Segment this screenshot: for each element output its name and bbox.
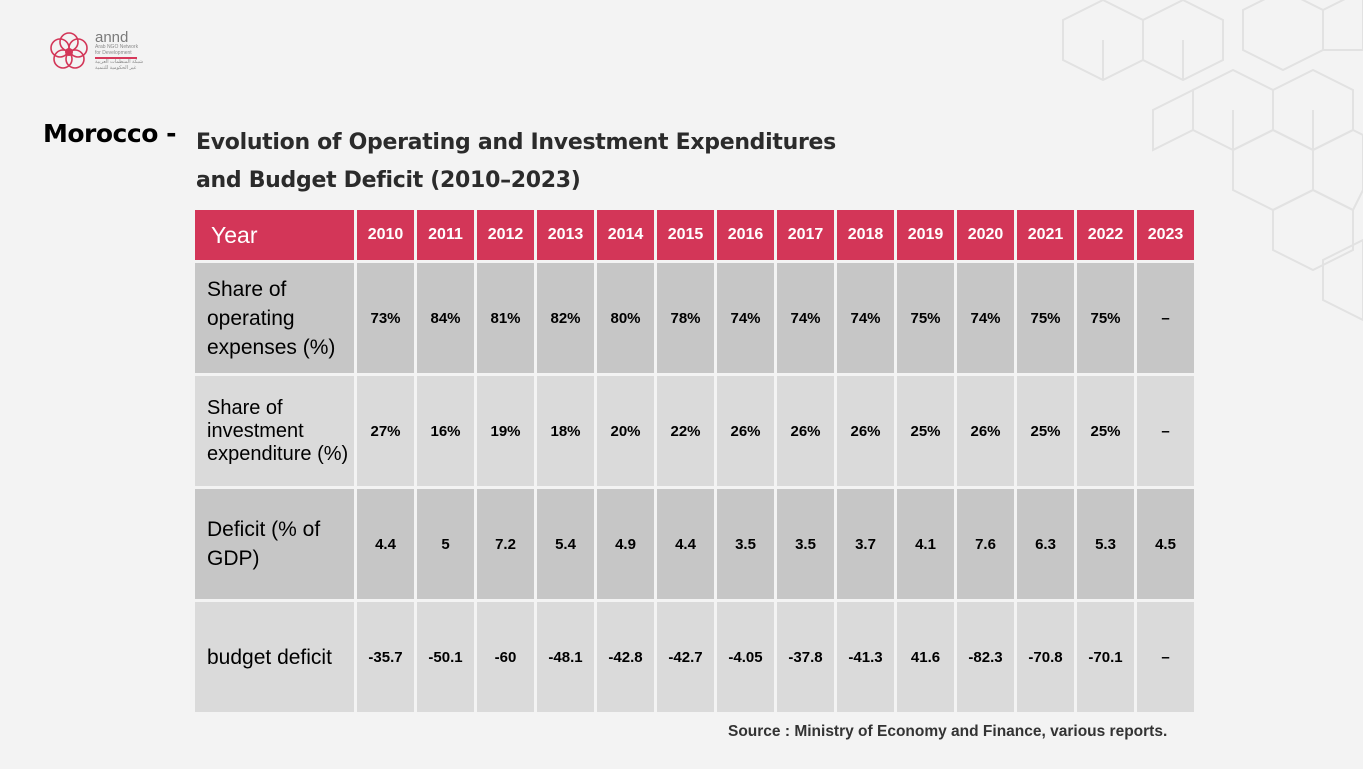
- table-cell: -35.7: [357, 602, 414, 715]
- table-cell: 74%: [777, 263, 834, 376]
- title-line-2: and Budget Deficit (2010–2023): [196, 168, 581, 193]
- brand-arabic-2: غير الحكومية للتنمية: [95, 64, 137, 71]
- table-cell: 7.6: [957, 489, 1014, 602]
- table-cell: -37.8: [777, 602, 834, 715]
- table-cell: 78%: [657, 263, 714, 376]
- brand-name: annd: [95, 29, 129, 46]
- row-label: Share of investment expenditure (%): [195, 376, 354, 489]
- title-line-1: Evolution of Operating and Investment Ex…: [196, 130, 836, 155]
- table-cell: -70.1: [1077, 602, 1134, 715]
- header-year: 2012: [477, 210, 534, 263]
- table-row-operating-expenses: Share of operating expenses (%) 73% 84% …: [195, 263, 1194, 376]
- table-cell: 25%: [897, 376, 954, 489]
- table-cell: 5.3: [1077, 489, 1134, 602]
- table-cell: 3.7: [837, 489, 894, 602]
- table-cell: 6.3: [1017, 489, 1074, 602]
- header-year: 2014: [597, 210, 654, 263]
- source-note: Source : Ministry of Economy and Finance…: [728, 723, 1168, 740]
- header-year: 2010: [357, 210, 414, 263]
- table-cell: 25%: [1017, 376, 1074, 489]
- table-cell: –: [1137, 376, 1194, 489]
- brand-divider: [95, 57, 137, 59]
- header-year: 2013: [537, 210, 594, 263]
- header-year: 2020: [957, 210, 1014, 263]
- table-row-budget-deficit: budget deficit -35.7 -50.1 -60 -48.1 -42…: [195, 602, 1194, 715]
- page-title: Evolution of Operating and Investment Ex…: [196, 124, 836, 200]
- header-year-label: Year: [195, 210, 354, 263]
- table-cell: 74%: [717, 263, 774, 376]
- table-cell: 74%: [837, 263, 894, 376]
- header-year: 2023: [1137, 210, 1194, 263]
- table-cell: 5.4: [537, 489, 594, 602]
- table-cell: 75%: [1077, 263, 1134, 376]
- table-cell: -42.8: [597, 602, 654, 715]
- table-cell: 84%: [417, 263, 474, 376]
- table-cell: 75%: [897, 263, 954, 376]
- header-year: 2017: [777, 210, 834, 263]
- table-cell: -82.3: [957, 602, 1014, 715]
- table-cell: -42.7: [657, 602, 714, 715]
- table-cell: -4.05: [717, 602, 774, 715]
- table-cell: 4.5: [1137, 489, 1194, 602]
- table-row-deficit-gdp: Deficit (% of GDP) 4.4 5 7.2 5.4 4.9 4.4…: [195, 489, 1194, 602]
- row-label: Share of operating expenses (%): [195, 263, 354, 376]
- header-year: 2016: [717, 210, 774, 263]
- table-cell: -70.8: [1017, 602, 1074, 715]
- table-cell: 20%: [597, 376, 654, 489]
- header-year: 2018: [837, 210, 894, 263]
- brand-arabic-1: شبكة المنظمات العربية: [95, 59, 144, 65]
- table-cell: 7.2: [477, 489, 534, 602]
- table-cell: 26%: [777, 376, 834, 489]
- table-cell: 25%: [1077, 376, 1134, 489]
- table-cell: 26%: [717, 376, 774, 489]
- annd-logo: annd Arab NGO Network for Development شب…: [47, 30, 143, 74]
- table-cell: 3.5: [777, 489, 834, 602]
- table-cell: 4.4: [657, 489, 714, 602]
- table-cell: 16%: [417, 376, 474, 489]
- table-cell: -60: [477, 602, 534, 715]
- table-cell: 5: [417, 489, 474, 602]
- table-cell: 41.6: [897, 602, 954, 715]
- table-cell: -50.1: [417, 602, 474, 715]
- table-cell: 26%: [837, 376, 894, 489]
- table-cell: –: [1137, 602, 1194, 715]
- table-cell: 81%: [477, 263, 534, 376]
- header-year: 2019: [897, 210, 954, 263]
- row-label: Deficit (% of GDP): [195, 489, 354, 602]
- table-cell: 26%: [957, 376, 1014, 489]
- brand-subtitle-2: for Development: [95, 49, 132, 56]
- table-cell: 18%: [537, 376, 594, 489]
- brand-subtitle-1: Arab NGO Network: [95, 44, 139, 50]
- table-cell: –: [1137, 263, 1194, 376]
- table-cell: 82%: [537, 263, 594, 376]
- header-year: 2022: [1077, 210, 1134, 263]
- header-row: Year 2010 2011 2012 2013 2014 2015 2016 …: [195, 210, 1194, 263]
- flower-logo-icon: [50, 32, 88, 69]
- header-year: 2011: [417, 210, 474, 263]
- table-cell: 4.1: [897, 489, 954, 602]
- country-label: Morocco -: [43, 119, 176, 148]
- background-hex-pattern: [1062, 0, 1363, 322]
- table-cell: -48.1: [537, 602, 594, 715]
- table-cell: 27%: [357, 376, 414, 489]
- table-cell: 75%: [1017, 263, 1074, 376]
- table-cell: 73%: [357, 263, 414, 376]
- header-year: 2015: [657, 210, 714, 263]
- table-cell: 4.9: [597, 489, 654, 602]
- table-cell: 22%: [657, 376, 714, 489]
- table-cell: 3.5: [717, 489, 774, 602]
- expenditure-table: Year 2010 2011 2012 2013 2014 2015 2016 …: [192, 210, 1197, 715]
- table-row-investment-expenditure: Share of investment expenditure (%) 27% …: [195, 376, 1194, 489]
- table-cell: 74%: [957, 263, 1014, 376]
- table-cell: 19%: [477, 376, 534, 489]
- header-year: 2021: [1017, 210, 1074, 263]
- table-cell: -41.3: [837, 602, 894, 715]
- row-label: budget deficit: [195, 602, 354, 715]
- table-cell: 4.4: [357, 489, 414, 602]
- table-cell: 80%: [597, 263, 654, 376]
